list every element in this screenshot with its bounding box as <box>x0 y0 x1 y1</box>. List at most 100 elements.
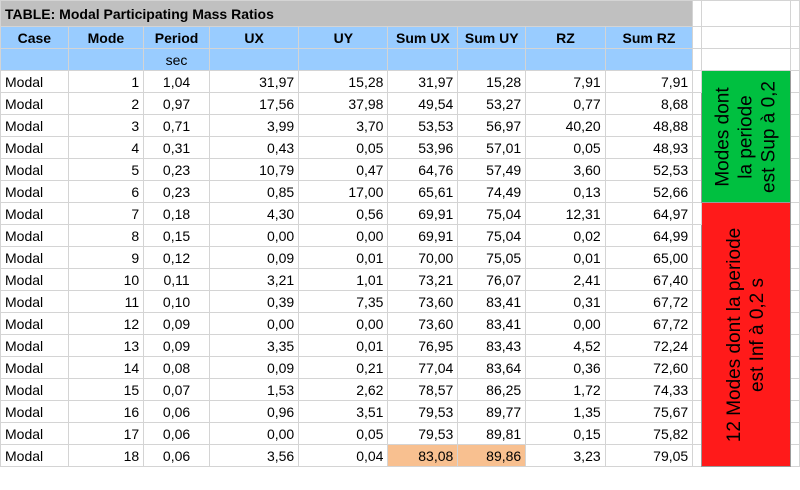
cell-mode[interactable]: 5 <box>67 158 145 181</box>
cell-sum-rz[interactable]: 64,99 <box>604 224 694 247</box>
cell-mode[interactable]: 17 <box>67 422 145 445</box>
units-ux[interactable] <box>208 48 300 71</box>
header-period[interactable]: Period <box>143 26 210 49</box>
cell-sum-uy[interactable]: 75,05 <box>457 246 527 269</box>
cell-period[interactable]: 0,11 <box>143 268 210 291</box>
cell-sum-ux[interactable]: 79,53 <box>387 400 459 423</box>
cell-rz[interactable]: 0,77 <box>525 92 606 115</box>
cell[interactable] <box>692 400 703 423</box>
units-rz[interactable] <box>525 48 606 71</box>
cell[interactable] <box>789 422 800 445</box>
cell-uy[interactable]: 0,01 <box>298 334 389 357</box>
cell-sum-uy[interactable]: 75,04 <box>457 224 527 247</box>
cell-rz[interactable]: 0,02 <box>525 224 606 247</box>
cell-uy[interactable]: 1,01 <box>298 268 389 291</box>
cell-ux[interactable]: 0,39 <box>208 290 300 313</box>
cell-sum-rz[interactable]: 67,40 <box>604 268 694 291</box>
cell-sum-uy[interactable]: 86,25 <box>457 378 527 401</box>
cell-rz[interactable]: 12,31 <box>525 202 606 225</box>
cell-sum-uy[interactable]: 15,28 <box>457 70 527 93</box>
cell[interactable] <box>789 224 800 247</box>
cell-uy[interactable]: 15,28 <box>298 70 389 93</box>
cell[interactable] <box>692 422 703 445</box>
cell-ux[interactable]: 0,00 <box>208 224 300 247</box>
cell-period[interactable]: 0,09 <box>143 312 210 335</box>
cell-ux[interactable]: 0,09 <box>208 356 300 379</box>
cell[interactable] <box>692 246 703 269</box>
header-uy[interactable]: UY <box>298 26 389 49</box>
cell-sum-ux[interactable]: 69,91 <box>387 202 459 225</box>
cell[interactable] <box>692 136 703 159</box>
cell-ux[interactable]: 0,09 <box>208 246 300 269</box>
cell[interactable] <box>692 26 703 49</box>
cell-sum-rz[interactable]: 67,72 <box>604 312 694 335</box>
cell-case[interactable]: Modal <box>0 246 69 269</box>
cell[interactable] <box>789 378 800 401</box>
cell-uy[interactable]: 0,05 <box>298 422 389 445</box>
cell-period[interactable]: 0,12 <box>143 246 210 269</box>
cell-period[interactable]: 0,18 <box>143 202 210 225</box>
cell-case[interactable]: Modal <box>0 224 69 247</box>
cell[interactable] <box>789 356 800 379</box>
cell-period[interactable]: 0,31 <box>143 136 210 159</box>
cell-sum-uy[interactable]: 56,97 <box>457 114 527 137</box>
cell-sum-rz[interactable]: 72,60 <box>604 356 694 379</box>
cell-mode[interactable]: 14 <box>67 356 145 379</box>
cell-sum-ux[interactable]: 49,54 <box>387 92 459 115</box>
cell-rz[interactable]: 0,13 <box>525 180 606 203</box>
cell-rz[interactable]: 1,35 <box>525 400 606 423</box>
cell-uy[interactable]: 0,56 <box>298 202 389 225</box>
header-sum-rz[interactable]: Sum RZ <box>604 26 694 49</box>
cell-rz[interactable]: 3,23 <box>525 444 606 467</box>
cell[interactable] <box>692 356 703 379</box>
cell-period[interactable]: 0,06 <box>143 400 210 423</box>
cell-uy[interactable]: 7,35 <box>298 290 389 313</box>
cell-sum-uy[interactable]: 89,86 <box>457 444 527 467</box>
cell[interactable] <box>789 26 800 49</box>
cell-period[interactable]: 0,09 <box>143 334 210 357</box>
cell-mode[interactable]: 15 <box>67 378 145 401</box>
cell[interactable] <box>692 114 703 137</box>
cell[interactable] <box>789 92 800 115</box>
units-uy[interactable] <box>298 48 389 71</box>
cell-case[interactable]: Modal <box>0 92 69 115</box>
cell-case[interactable]: Modal <box>0 290 69 313</box>
cell-case[interactable]: Modal <box>0 202 69 225</box>
cell[interactable] <box>789 290 800 313</box>
units-sum-uy[interactable] <box>457 48 527 71</box>
cell-uy[interactable]: 0,47 <box>298 158 389 181</box>
cell-uy[interactable]: 0,00 <box>298 224 389 247</box>
cell[interactable] <box>789 70 800 93</box>
cell-ux[interactable]: 4,30 <box>208 202 300 225</box>
cell[interactable] <box>789 114 800 137</box>
cell-sum-uy[interactable]: 75,04 <box>457 202 527 225</box>
cell-rz[interactable]: 0,31 <box>525 290 606 313</box>
cell[interactable] <box>692 158 703 181</box>
cell[interactable] <box>692 378 703 401</box>
cell-mode[interactable]: 11 <box>67 290 145 313</box>
cell-sum-rz[interactable]: 75,67 <box>604 400 694 423</box>
cell-ux[interactable]: 31,97 <box>208 70 300 93</box>
header-case[interactable]: Case <box>0 26 69 49</box>
units-sum-rz[interactable] <box>604 48 694 71</box>
cell-rz[interactable]: 0,00 <box>525 312 606 335</box>
units-case[interactable] <box>0 48 69 71</box>
cell-sum-uy[interactable]: 89,77 <box>457 400 527 423</box>
cell-ux[interactable]: 10,79 <box>208 158 300 181</box>
cell-mode[interactable]: 18 <box>67 444 145 467</box>
cell-mode[interactable]: 2 <box>67 92 145 115</box>
cell-period[interactable]: 0,15 <box>143 224 210 247</box>
cell[interactable] <box>692 0 703 27</box>
cell-ux[interactable]: 0,85 <box>208 180 300 203</box>
cell-sum-uy[interactable]: 53,27 <box>457 92 527 115</box>
cell[interactable] <box>789 246 800 269</box>
header-rz[interactable]: RZ <box>525 26 606 49</box>
cell-ux[interactable]: 3,56 <box>208 444 300 467</box>
cell-rz[interactable]: 0,15 <box>525 422 606 445</box>
cell-period[interactable]: 0,71 <box>143 114 210 137</box>
cell-sum-rz[interactable]: 52,66 <box>604 180 694 203</box>
cell[interactable] <box>789 0 800 27</box>
cell-uy[interactable]: 0,04 <box>298 444 389 467</box>
cell-case[interactable]: Modal <box>0 70 69 93</box>
cell-period[interactable]: 0,97 <box>143 92 210 115</box>
